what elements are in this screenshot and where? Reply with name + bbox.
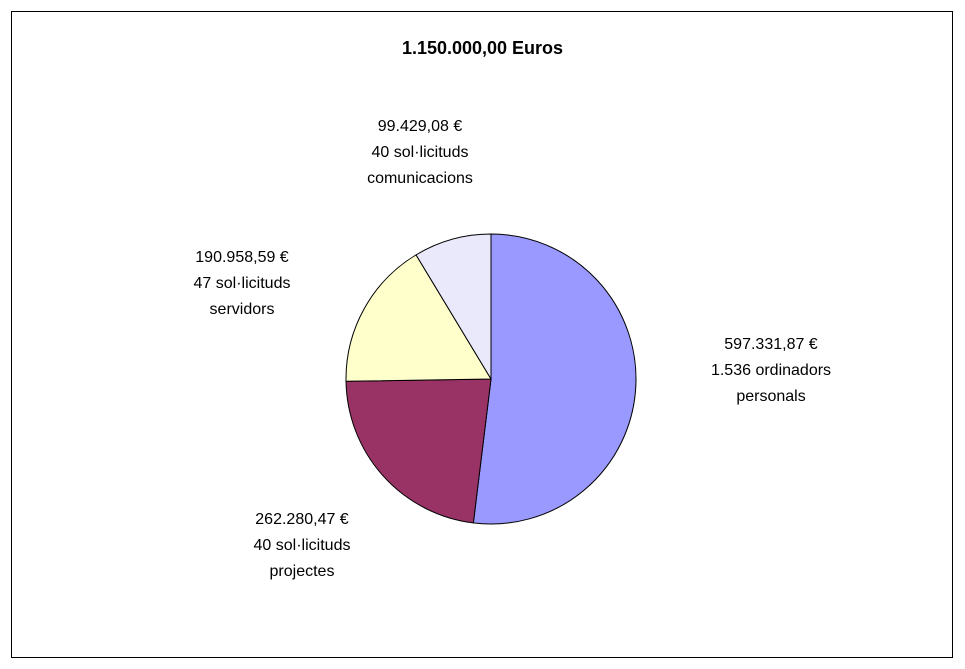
value-label: 262.280,47 € [255,511,349,528]
value-label: 597.331,87 € [724,336,818,353]
category-label: 40 sol·licituds projectes [253,537,351,580]
category-label: 1.536 ordinadors personals [710,362,832,405]
pie-slice [472,233,637,525]
chart-title: 1.150.000,00 Euros [401,38,564,58]
pie-slice [415,233,492,381]
pie-slice [345,378,492,524]
category-label: 40 sol·licituds comunicacions [367,144,473,187]
value-label: 99.429,08 € [377,118,463,135]
value-label: 190.958,59 € [195,249,289,266]
pie-slice [345,254,492,382]
category-label: 47 sol·licituds servidors [193,275,291,318]
